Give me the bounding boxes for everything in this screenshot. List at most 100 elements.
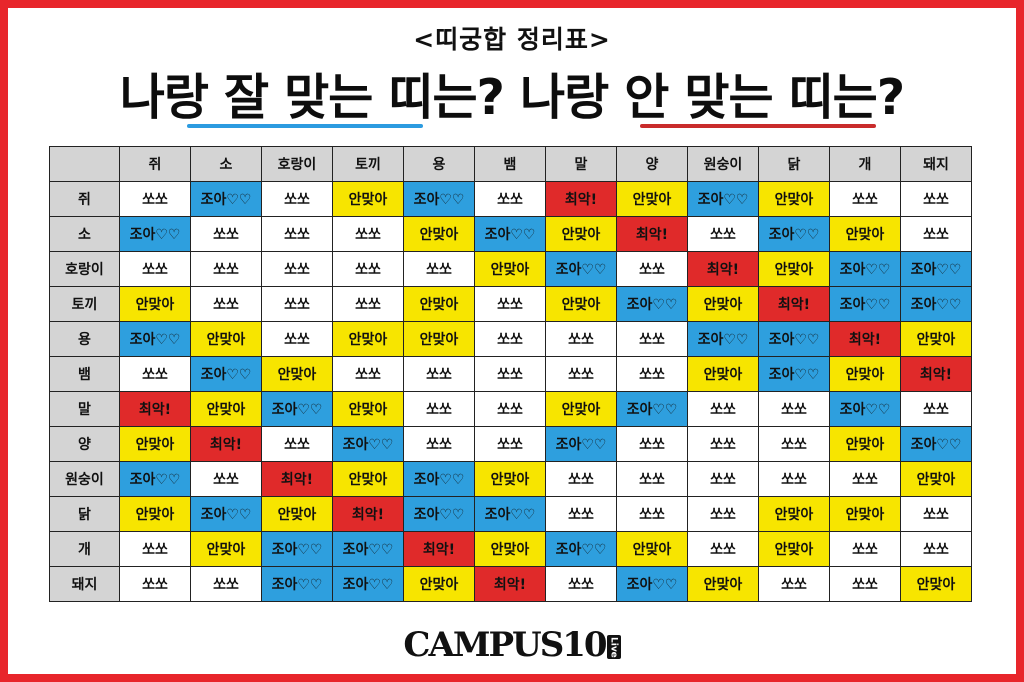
compatibility-cell: 쏘쏘	[758, 461, 830, 497]
compatibility-cell: 쏘쏘	[900, 531, 972, 567]
compatibility-cell: 최악!	[687, 251, 759, 287]
compatibility-cell: 쏘쏘	[829, 461, 901, 497]
compatibility-cell: 최악!	[758, 286, 830, 322]
compatibility-cell: 안맞아	[332, 321, 404, 357]
compatibility-cell: 쏘쏘	[616, 321, 688, 357]
compatibility-cell: 안맞아	[758, 531, 830, 567]
compatibility-cell: 쏘쏘	[758, 426, 830, 462]
logo-badge: Live	[606, 634, 621, 660]
compatibility-cell: 최악!	[616, 216, 688, 252]
compatibility-cell: 조아♡♡	[616, 566, 688, 602]
row-header: 토끼	[49, 286, 120, 322]
compatibility-cell: 조아♡♡	[261, 566, 333, 602]
corner-cell	[49, 146, 120, 182]
compatibility-cell: 최악!	[403, 531, 475, 567]
compatibility-cell: 안맞아	[616, 531, 688, 567]
compatibility-cell: 안맞아	[190, 391, 262, 427]
compatibility-cell: 쏘쏘	[119, 531, 191, 567]
compatibility-cell: 안맞아	[403, 321, 475, 357]
compatibility-cell: 조아♡♡	[545, 426, 617, 462]
compatibility-cell: 쏘쏘	[403, 356, 475, 392]
compatibility-cell: 쏘쏘	[616, 356, 688, 392]
compatibility-cell: 안맞아	[474, 461, 546, 497]
column-header: 뱀	[474, 146, 546, 182]
subtitle: <띠궁합 정리표>	[413, 25, 611, 54]
compatibility-cell: 안맞아	[545, 216, 617, 252]
compatibility-cell: 최악!	[119, 391, 191, 427]
column-header: 토끼	[332, 146, 404, 182]
compatibility-cell: 안맞아	[616, 181, 688, 217]
compatibility-cell: 안맞아	[403, 286, 475, 322]
table-row: 원숭이 조아♡♡ 쏘쏘 최악! 안맞아 조아♡♡ 안맞아 쏘쏘 쏘쏘 쏘쏘 쏘쏘 쏘쏘 안맞아	[49, 461, 972, 497]
compatibility-cell: 쏘쏘	[190, 216, 262, 252]
compatibility-cell: 조아♡♡	[261, 391, 333, 427]
table-row: 용 조아♡♡ 안맞아 쏘쏘 안맞아 안맞아 쏘쏘 쏘쏘 쏘쏘 조아♡♡ 조아♡♡ 최악! 안맞아	[49, 321, 972, 357]
compatibility-cell: 쏘쏘	[474, 391, 546, 427]
compatibility-cell: 쏘쏘	[332, 251, 404, 287]
compatibility-cell: 최악!	[900, 356, 972, 392]
compatibility-cell: 쏘쏘	[829, 181, 901, 217]
compatibility-cell: 조아♡♡	[687, 181, 759, 217]
column-header: 원숭이	[687, 146, 759, 182]
column-header: 호랑이	[261, 146, 333, 182]
table-row: 소 조아♡♡ 쏘쏘 쏘쏘 쏘쏘 안맞아 조아♡♡ 안맞아 최악! 쏘쏘 조아♡♡ 안맞아 쏘쏘	[49, 216, 972, 252]
compatibility-cell: 안맞아	[687, 356, 759, 392]
compatibility-cell: 안맞아	[829, 216, 901, 252]
compatibility-cell: 안맞아	[190, 531, 262, 567]
compatibility-cell: 쏘쏘	[900, 181, 972, 217]
compatibility-cell: 쏘쏘	[474, 426, 546, 462]
header-row: 쥐 소 호랑이 토끼 용 뱀 말 양 원숭이 닭 개 돼지	[49, 146, 972, 182]
table-row: 호랑이 쏘쏘 쏘쏘 쏘쏘 쏘쏘 쏘쏘 안맞아 조아♡♡ 쏘쏘 최악! 안맞아 조아♡♡ 조아♡♡	[49, 251, 972, 287]
compatibility-cell: 조아♡♡	[758, 356, 830, 392]
compatibility-cell: 조아♡♡	[474, 216, 546, 252]
compatibility-cell: 안맞아	[332, 181, 404, 217]
compatibility-cell: 안맞아	[474, 531, 546, 567]
column-header: 양	[616, 146, 688, 182]
compatibility-cell: 쏘쏘	[261, 426, 333, 462]
compatibility-cell: 쏘쏘	[545, 461, 617, 497]
compatibility-cell: 쏘쏘	[687, 496, 759, 532]
compatibility-cell: 안맞아	[829, 426, 901, 462]
table-row: 닭 안맞아 조아♡♡ 안맞아 최악! 조아♡♡ 조아♡♡ 쏘쏘 쏘쏘 쏘쏘 안맞아 안맞아 쏘쏘	[49, 496, 972, 532]
compatibility-cell: 안맞아	[403, 216, 475, 252]
compatibility-cell: 안맞아	[403, 566, 475, 602]
row-header: 소	[49, 216, 120, 252]
compatibility-cell: 쏘쏘	[403, 426, 475, 462]
compatibility-cell: 쏘쏘	[190, 286, 262, 322]
compatibility-cell: 안맞아	[119, 286, 191, 322]
compatibility-cell: 쏘쏘	[190, 566, 262, 602]
compatibility-cell: 조아♡♡	[758, 321, 830, 357]
compatibility-cell: 조아♡♡	[616, 286, 688, 322]
compatibility-cell: 안맞아	[900, 321, 972, 357]
compatibility-cell: 쏘쏘	[261, 321, 333, 357]
compatibility-cell: 쏘쏘	[332, 356, 404, 392]
compatibility-cell: 조아♡♡	[687, 321, 759, 357]
compatibility-cell: 쏘쏘	[190, 251, 262, 287]
compatibility-cell: 쏘쏘	[261, 216, 333, 252]
compatibility-cell: 최악!	[474, 566, 546, 602]
compatibility-cell: 최악!	[829, 321, 901, 357]
compatibility-cell: 쏘쏘	[545, 321, 617, 357]
compatibility-cell: 쏘쏘	[616, 426, 688, 462]
compatibility-cell: 쏘쏘	[687, 461, 759, 497]
compatibility-cell: 쏘쏘	[474, 181, 546, 217]
compatibility-cell: 조아♡♡	[829, 286, 901, 322]
compatibility-cell: 조아♡♡	[829, 251, 901, 287]
row-header: 돼지	[49, 566, 120, 602]
compatibility-cell: 조아♡♡	[403, 181, 475, 217]
column-header: 용	[403, 146, 475, 182]
compatibility-cell: 쏘쏘	[261, 286, 333, 322]
compatibility-cell: 쏘쏘	[829, 566, 901, 602]
bad-match-underline	[640, 124, 876, 128]
compatibility-cell: 최악!	[332, 496, 404, 532]
column-header: 소	[190, 146, 262, 182]
logo-text: CAMPUS10	[403, 625, 607, 665]
compatibility-cell: 조아♡♡	[119, 216, 191, 252]
table-body: 쥐 쏘쏘 조아♡♡ 쏘쏘 안맞아 조아♡♡ 쏘쏘 최악! 안맞아 조아♡♡ 안맞아 쏘쏘 쏘쏘 소 조아♡♡…	[49, 181, 972, 602]
column-header: 닭	[758, 146, 830, 182]
compatibility-cell: 쏘쏘	[900, 391, 972, 427]
compatibility-cell: 조아♡♡	[545, 531, 617, 567]
compatibility-cell: 안맞아	[474, 251, 546, 287]
compatibility-cell: 조아♡♡	[190, 356, 262, 392]
table-row: 말 최악! 안맞아 조아♡♡ 안맞아 쏘쏘 쏘쏘 안맞아 조아♡♡ 쏘쏘 쏘쏘 조아♡♡ 쏘쏘	[49, 391, 972, 427]
